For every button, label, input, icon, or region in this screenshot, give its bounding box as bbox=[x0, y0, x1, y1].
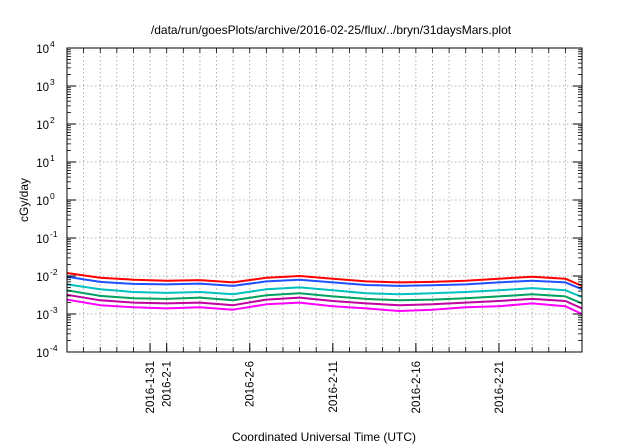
plot-series bbox=[66, 272, 583, 315]
y-tick-label: 10 bbox=[36, 82, 49, 94]
y-tick-label: 10 bbox=[36, 44, 49, 56]
x-tick-label: 2016-1-31 bbox=[145, 361, 157, 413]
y-tick-label-exponent: 3 bbox=[50, 77, 55, 87]
y-tick-label-exponent: 0 bbox=[50, 191, 55, 201]
series-line-3 bbox=[66, 283, 583, 298]
x-tick-label: 2016-2-21 bbox=[494, 361, 506, 413]
y-tick-marks bbox=[67, 47, 582, 353]
x-tick-marks bbox=[83, 48, 566, 352]
series-line-4 bbox=[66, 289, 583, 305]
x-tick-label: 2016-2-1 bbox=[162, 361, 174, 407]
y-tick-label-base: 10 bbox=[36, 82, 49, 94]
y-tick-label: 10 bbox=[36, 120, 49, 132]
series-line-1 bbox=[66, 272, 583, 287]
y-tick-label-exponent: -1 bbox=[50, 229, 58, 239]
y-tick-label-base: 10 bbox=[36, 120, 49, 132]
chart-title: /data/run/goesPlots/archive/2016-02-25/f… bbox=[151, 23, 512, 37]
y-tick-label-exponent: -3 bbox=[50, 305, 58, 315]
y-tick-label: 10 bbox=[36, 310, 49, 322]
y-tick-label-base: 10 bbox=[36, 44, 49, 56]
x-tick-label: 2016-2-6 bbox=[245, 361, 257, 407]
y-tick-label-exponent: -2 bbox=[50, 267, 58, 277]
y-tick-label-base: 10 bbox=[36, 310, 49, 322]
y-tick-label-exponent: 2 bbox=[50, 115, 55, 125]
y-tick-label: 10 bbox=[36, 196, 49, 208]
y-tick-label-base: 10 bbox=[36, 272, 49, 284]
y-tick-label: 10 bbox=[36, 348, 49, 360]
x-axis-label: Coordinated Universal Time (UTC) bbox=[232, 430, 416, 444]
series-line-2 bbox=[66, 275, 583, 291]
y-tick-label-base: 10 bbox=[36, 348, 49, 360]
y-tick-label-base: 10 bbox=[36, 196, 49, 208]
y-tick-label: 10 bbox=[36, 272, 49, 284]
y-tick-label-base: 10 bbox=[36, 158, 49, 170]
x-tick-label: 2016-2-16 bbox=[411, 361, 423, 413]
plot-frame bbox=[66, 47, 583, 353]
y-tick-label-exponent: -4 bbox=[50, 343, 58, 353]
series-line-5 bbox=[66, 293, 583, 310]
y-axis-label: cGy/day bbox=[17, 178, 31, 222]
y-tick-label-exponent: 1 bbox=[50, 153, 55, 163]
series-line-6 bbox=[66, 298, 583, 315]
y-tick-label-exponent: 4 bbox=[50, 39, 55, 49]
y-tick-label: 10 bbox=[36, 234, 49, 246]
x-tick-label: 2016-2-11 bbox=[328, 361, 340, 413]
y-tick-label-base: 10 bbox=[36, 234, 49, 246]
y-tick-label: 10 bbox=[36, 158, 49, 170]
